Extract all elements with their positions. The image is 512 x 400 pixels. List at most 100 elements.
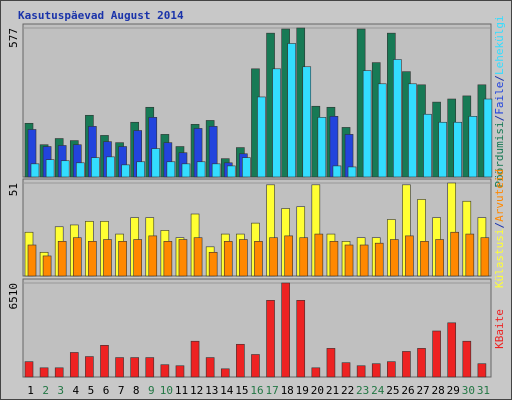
x-tick-label: 16: [250, 384, 263, 397]
bar: [133, 239, 142, 277]
legend-separator: /: [493, 75, 506, 82]
bar: [296, 300, 306, 378]
bar: [287, 43, 296, 178]
x-tick-label: 5: [88, 384, 95, 397]
bar: [60, 160, 70, 178]
bar: [85, 356, 94, 378]
bar: [423, 113, 432, 178]
bar: [417, 348, 426, 378]
bar: [420, 241, 429, 277]
x-tick-label: 4: [73, 384, 80, 397]
bar: [151, 148, 161, 178]
bar: [208, 251, 218, 277]
x-tick-label: 23: [356, 384, 369, 397]
legend: Külastusi/Arvuteid: [493, 169, 506, 288]
x-tick-label: 13: [205, 384, 218, 397]
x-tick-label: 10: [160, 384, 173, 397]
bar: [166, 161, 176, 178]
legend-separator: /: [493, 222, 506, 229]
bar: [359, 244, 369, 277]
x-tick-label: 8: [133, 384, 140, 397]
bar: [453, 121, 463, 178]
legend-entry: KBaite: [493, 309, 506, 349]
bar: [205, 357, 215, 378]
bar: [254, 241, 263, 277]
bar: [103, 239, 112, 277]
legend-entry: Külastusi: [493, 229, 506, 289]
bar: [190, 340, 200, 378]
bar: [450, 231, 460, 277]
x-tick-label: 28: [432, 384, 445, 397]
bar: [251, 354, 260, 378]
bar: [211, 163, 221, 178]
x-tick-label: 12: [190, 384, 203, 397]
bar: [272, 68, 281, 178]
x-tick-label: 25: [386, 384, 399, 397]
x-tick-label: 29: [447, 384, 460, 397]
bar: [220, 368, 230, 378]
bar: [435, 239, 444, 277]
legend-entry: Lehekülgi: [493, 15, 506, 75]
x-tick-label: 22: [341, 384, 354, 397]
bar: [57, 241, 67, 277]
bar: [326, 348, 336, 378]
bar: [377, 83, 387, 178]
bar: [236, 343, 245, 378]
bar: [332, 165, 342, 178]
bar: [160, 364, 170, 378]
legend-entry: Arvuteid: [493, 169, 506, 222]
bar: [387, 361, 396, 378]
bar: [347, 166, 357, 178]
legend-entry: Pöördumisi: [493, 121, 506, 187]
bar: [468, 116, 478, 178]
bar: [408, 83, 417, 178]
bar: [281, 282, 290, 378]
bar: [371, 363, 381, 378]
bar: [329, 241, 339, 277]
bar: [465, 233, 475, 277]
legend: KBaite: [493, 309, 506, 349]
bar: [269, 237, 278, 277]
bar: [118, 241, 127, 277]
bar: [72, 237, 82, 277]
bar: [239, 239, 248, 277]
bar: [27, 244, 37, 277]
bar: [136, 161, 145, 178]
bar: [242, 157, 251, 178]
bar: [88, 241, 97, 277]
bar: [311, 367, 321, 378]
bar: [314, 233, 324, 277]
x-tick-label: 1: [27, 384, 34, 397]
bar: [477, 363, 487, 378]
x-tick-label: 17: [265, 384, 278, 397]
y-tick-label: 51: [7, 183, 20, 196]
x-tick-label: 9: [148, 384, 155, 397]
bar: [121, 164, 130, 178]
bar: [447, 322, 457, 378]
bar: [374, 242, 384, 277]
bar: [393, 59, 402, 178]
bar: [163, 241, 173, 277]
bar: [148, 235, 158, 277]
bar: [91, 157, 100, 178]
bar: [462, 340, 472, 378]
bar: [341, 362, 351, 378]
bar: [100, 345, 109, 378]
x-tick-label: 27: [416, 384, 429, 397]
x-tick-label: 11: [175, 384, 188, 397]
bar: [54, 367, 64, 378]
bar: [257, 96, 266, 178]
bar: [299, 237, 309, 277]
x-tick-label: 31: [477, 384, 490, 397]
bar: [175, 365, 185, 378]
bar: [302, 66, 312, 178]
bar: [226, 165, 236, 178]
bar: [193, 237, 203, 277]
x-tick-label: 24: [371, 384, 385, 397]
bar: [405, 235, 414, 277]
x-tick-label: 30: [462, 384, 475, 397]
x-tick-label: 26: [401, 384, 414, 397]
x-tick-label: 19: [296, 384, 309, 397]
bar: [45, 159, 55, 178]
bar: [438, 121, 447, 178]
